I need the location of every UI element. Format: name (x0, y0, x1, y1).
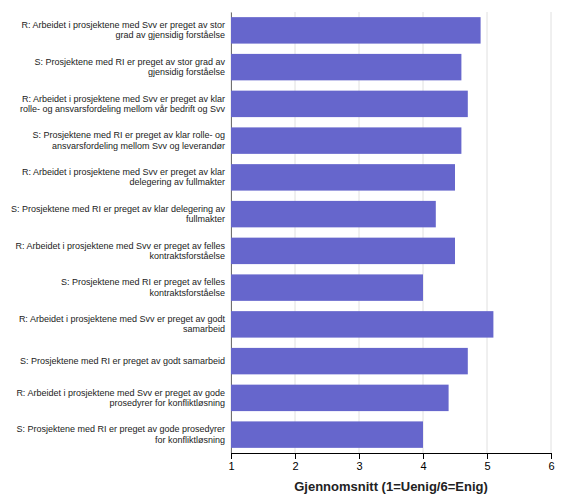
y-tick-label: S: Prosjektene med RI er preget av klar … (32, 130, 225, 150)
y-tick: R: Arbeidet i prosjektene med Svv er pre… (22, 167, 225, 187)
y-tick-label: S: Prosjektene med RI er preget av godt … (20, 356, 225, 366)
y-tick-label-line: fullmakter (186, 214, 225, 224)
x-axis-line (232, 454, 552, 460)
y-tick: R: Arbeidet i prosjektene med Svv er pre… (20, 94, 226, 114)
y-tick-label: R: Arbeidet i prosjektene med Svv er pre… (16, 388, 225, 408)
x-tick: 2 (292, 453, 298, 472)
bar (231, 238, 455, 264)
bars (231, 17, 493, 448)
x-axis: 1 2 3 4 5 6 (228, 453, 554, 472)
grid-line (551, 12, 552, 453)
bar (231, 385, 449, 411)
bar (231, 164, 455, 190)
y-tick-label: S: Prosjektene med RI er preget av stor … (34, 57, 225, 77)
y-tick-label-line: R: Arbeidet i prosjektene med Svv er pre… (21, 20, 225, 30)
y-tick-label-line: grad av gjensidig forståelse (115, 30, 225, 40)
x-tick: 3 (356, 453, 362, 472)
y-tick: S: Prosjektene med RI er preget av gode … (16, 424, 225, 444)
y-tick: S: Prosjektene med RI er preget av klar … (11, 204, 226, 224)
bar (231, 127, 461, 153)
y-tick-label-line: for konfliktløsning (155, 435, 225, 445)
x-tick-label: 4 (420, 460, 426, 472)
y-tick-label: R: Arbeidet i prosjektene med Svv er pre… (22, 167, 225, 187)
y-tick: S: Prosjektene med RI er preget av klar … (32, 130, 225, 150)
y-tick-label: S: Prosjektene med RI er preget av gode … (16, 424, 225, 444)
bar (231, 17, 481, 43)
x-tick-label: 6 (548, 460, 554, 472)
x-tick: 6 (548, 453, 554, 472)
bar (231, 54, 461, 80)
x-tick-label: 5 (484, 460, 490, 472)
y-tick-label-line: R: Arbeidet i prosjektene med Svv er pre… (22, 94, 225, 104)
x-tick-label: 2 (292, 460, 298, 472)
y-tick-label: R: Arbeidet i prosjektene med Svv er pre… (19, 314, 226, 334)
y-tick-label: S: Prosjektene med RI er preget av klar … (11, 204, 226, 224)
bar (231, 311, 493, 337)
x-tick-mark (551, 453, 552, 459)
y-tick: R: Arbeidet i prosjektene med Svv er pre… (19, 314, 226, 334)
x-tick-mark (359, 453, 360, 459)
y-tick-label-line: kontraktsforståelse (149, 251, 225, 261)
y-tick: S: Prosjektene med RI er preget av felle… (61, 277, 226, 297)
x-tick: 4 (420, 453, 426, 472)
y-tick-label-line: delegering av fullmakter (129, 177, 225, 187)
grid-line (487, 12, 488, 453)
y-tick: R: Arbeidet i prosjektene med Svv er pre… (16, 388, 225, 408)
y-tick-label-line: S: Prosjektene med RI er preget av godt … (20, 356, 225, 366)
y-tick-label-line: S: Prosjektene med RI er preget av gode … (16, 424, 225, 434)
y-axis: S: Prosjektene med RI er preget av gode … (11, 13, 232, 454)
grid (231, 12, 551, 453)
chart-svg: S: Prosjektene med RI er preget av gode … (0, 0, 569, 501)
y-tick: R: Arbeidet i prosjektene med Svv er pre… (15, 241, 225, 261)
chart-container: S: Prosjektene med RI er preget av gode … (0, 0, 569, 501)
x-tick-mark (487, 453, 488, 459)
y-tick-label: R: Arbeidet i prosjektene med Svv er pre… (20, 94, 226, 114)
y-tick-label-line: rolle- og ansvarsfordeling mellom vår be… (20, 104, 226, 114)
x-tick-label: 1 (228, 460, 234, 472)
bar (231, 201, 436, 227)
y-tick-label-line: kontraktsforståelse (149, 288, 225, 298)
x-tick-mark (423, 453, 424, 459)
bar (231, 348, 468, 374)
y-tick-label-line: S: Prosjektene med RI er preget av stor … (34, 57, 225, 67)
x-tick-mark (295, 453, 296, 459)
y-tick-label-line: S: Prosjektene med RI er preget av klar … (32, 130, 225, 140)
y-tick-label: R: Arbeidet i prosjektene med Svv er pre… (15, 241, 225, 261)
y-tick-label-line: samarbeid (183, 324, 225, 334)
y-tick-label-line: R: Arbeidet i prosjektene med Svv er pre… (16, 388, 225, 398)
y-tick-label-line: R: Arbeidet i prosjektene med Svv er pre… (19, 314, 226, 324)
y-tick-label-line: S: Prosjektene med RI er preget av felle… (61, 277, 226, 287)
y-tick-label-line: R: Arbeidet i prosjektene med Svv er pre… (15, 241, 225, 251)
y-tick-label: R: Arbeidet i prosjektene med Svv er pre… (21, 20, 225, 40)
x-tick-mark (231, 453, 232, 459)
x-tick: 1 (228, 453, 234, 472)
y-tick-label: S: Prosjektene med RI er preget av felle… (61, 277, 226, 297)
y-tick-label-line: ansvarsfordeling mellom Svv og leverandø… (52, 141, 225, 151)
y-tick: S: Prosjektene med RI er preget av godt … (20, 356, 225, 366)
bar (231, 274, 423, 300)
x-axis-title: Gjennomsnitt (1=Uenig/6=Enig) (294, 479, 488, 494)
y-tick-label-line: R: Arbeidet i prosjektene med Svv er pre… (22, 167, 225, 177)
bar (231, 421, 423, 447)
y-tick: S: Prosjektene med RI er preget av stor … (34, 57, 225, 77)
y-tick: R: Arbeidet i prosjektene med Svv er pre… (21, 20, 225, 40)
y-tick-label-line: prosedyrer for konfliktløsning (109, 398, 225, 408)
y-tick-label-line: S: Prosjektene med RI er preget av klar … (11, 204, 226, 214)
x-tick-label: 3 (356, 460, 362, 472)
y-tick-label-line: gjensidig forståelse (148, 67, 225, 77)
x-tick: 5 (484, 453, 490, 472)
bar (231, 91, 468, 117)
